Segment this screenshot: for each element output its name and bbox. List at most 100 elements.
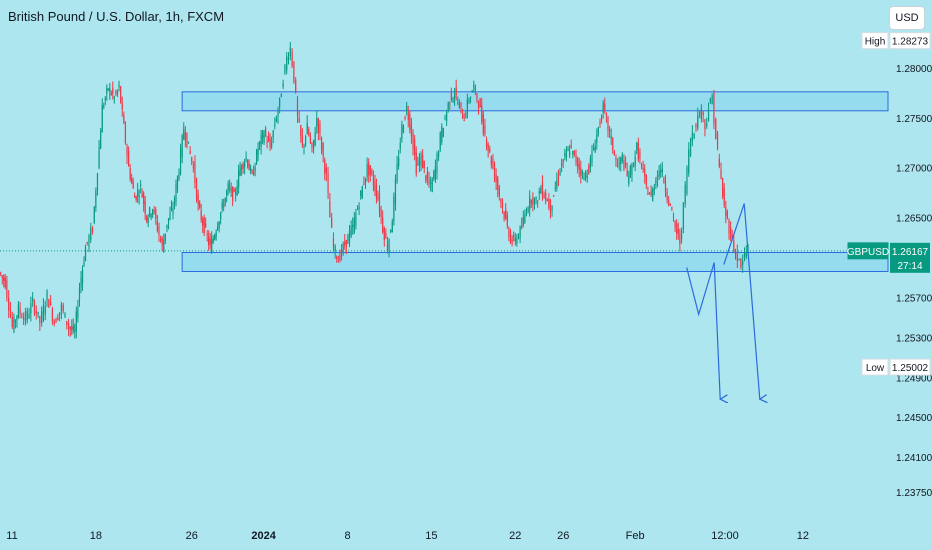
candle-body <box>618 162 620 164</box>
y-tick-label: 1.24500 <box>896 413 932 424</box>
candle-body <box>77 307 79 319</box>
candle-body <box>24 311 27 322</box>
candle-body <box>578 163 580 170</box>
candle-body <box>438 152 440 157</box>
candle-body <box>615 157 617 160</box>
candle-body <box>208 236 210 245</box>
candle-body <box>161 237 163 246</box>
candle-body <box>295 80 297 93</box>
y-tick-label: 1.24100 <box>896 453 932 464</box>
candle-body <box>599 121 601 125</box>
x-tick-label: 11 <box>6 530 17 542</box>
candle-body <box>390 230 392 232</box>
candle-body <box>561 163 563 166</box>
candle-body <box>258 141 261 145</box>
candle-body <box>152 209 154 215</box>
x-tick-label: 26 <box>186 530 198 542</box>
candle-body <box>17 304 20 318</box>
candle-body <box>388 239 390 254</box>
candle-body <box>656 175 659 180</box>
candle-body <box>702 111 704 116</box>
candle-body <box>96 173 99 190</box>
high-value-box <box>889 32 931 50</box>
candle-body <box>535 197 537 200</box>
candle-body <box>327 173 329 193</box>
candle-body <box>745 252 747 258</box>
candle-body <box>380 208 382 218</box>
candle-body <box>369 165 371 175</box>
candle-body <box>372 177 375 186</box>
candle-body <box>623 159 625 170</box>
candle-body <box>78 288 81 301</box>
y-tick-label: 1.27000 <box>896 164 932 175</box>
x-tick-label: 15 <box>425 530 437 542</box>
candle-body <box>211 239 213 253</box>
candle-body <box>200 210 202 221</box>
candle-body <box>466 99 468 115</box>
time-axis[interactable]: 11 18 26 2024 8 15 22 26 Feb 12:00 12 <box>6 530 809 542</box>
candle-body <box>239 167 241 176</box>
candle-body <box>98 147 100 169</box>
candle-body <box>116 90 119 94</box>
candle-body <box>159 238 162 241</box>
candle-body <box>393 196 395 222</box>
candle-body <box>233 189 235 192</box>
candle-body <box>371 169 373 175</box>
low-label: Low <box>861 358 889 376</box>
candle-body <box>580 167 582 177</box>
candle-body <box>404 116 406 119</box>
candle-body <box>396 163 398 182</box>
candle-body <box>715 118 717 140</box>
candle-body <box>664 181 667 192</box>
candle-body <box>131 178 133 183</box>
candle-body <box>120 86 122 103</box>
candle-body <box>412 132 414 150</box>
candle-body <box>286 56 288 71</box>
candle-body <box>501 202 504 208</box>
candle-body <box>636 142 638 151</box>
candle-body <box>586 176 588 178</box>
candle-body <box>589 157 592 168</box>
high-label-text: High <box>865 37 886 48</box>
candle-body <box>336 256 338 259</box>
candle-body <box>420 154 422 167</box>
candle-body <box>588 166 590 174</box>
price-axis[interactable]: 1.28000 1.27500 1.27000 1.26500 1.25700 1.253… <box>896 0 932 499</box>
candle-body <box>19 308 21 314</box>
high-value-text: 1.28273 <box>892 37 929 48</box>
candle-body <box>532 196 534 205</box>
candle-body <box>33 301 36 314</box>
candle-body <box>172 208 174 214</box>
candle-body <box>516 238 518 244</box>
candle-body <box>655 179 657 186</box>
candle-body <box>682 202 684 230</box>
candle-body <box>363 183 365 185</box>
candle-body <box>505 209 507 219</box>
candle-body <box>482 114 484 134</box>
candle-body <box>80 278 82 288</box>
candle-body <box>312 139 315 149</box>
candle-body <box>71 326 73 330</box>
zones <box>181 91 889 272</box>
candle-body <box>214 235 216 240</box>
candle-body <box>44 306 46 315</box>
candle-body <box>62 304 64 311</box>
countdown-value: 27:14 <box>897 261 922 272</box>
candle-body <box>706 123 708 126</box>
candle-body <box>128 150 130 167</box>
y-tick-label: 1.24900 <box>896 373 932 384</box>
candle-body <box>304 136 307 145</box>
candle-body <box>135 196 137 200</box>
candle-body <box>368 162 370 176</box>
candle-body <box>489 148 491 152</box>
candle-body <box>320 138 323 151</box>
candle-body <box>634 156 636 167</box>
candle-body <box>166 224 168 229</box>
currency-button[interactable]: USD <box>889 6 925 30</box>
candle-body <box>209 238 211 245</box>
candle-body <box>72 325 74 331</box>
candle-body <box>573 150 576 155</box>
candle-body <box>356 208 359 210</box>
